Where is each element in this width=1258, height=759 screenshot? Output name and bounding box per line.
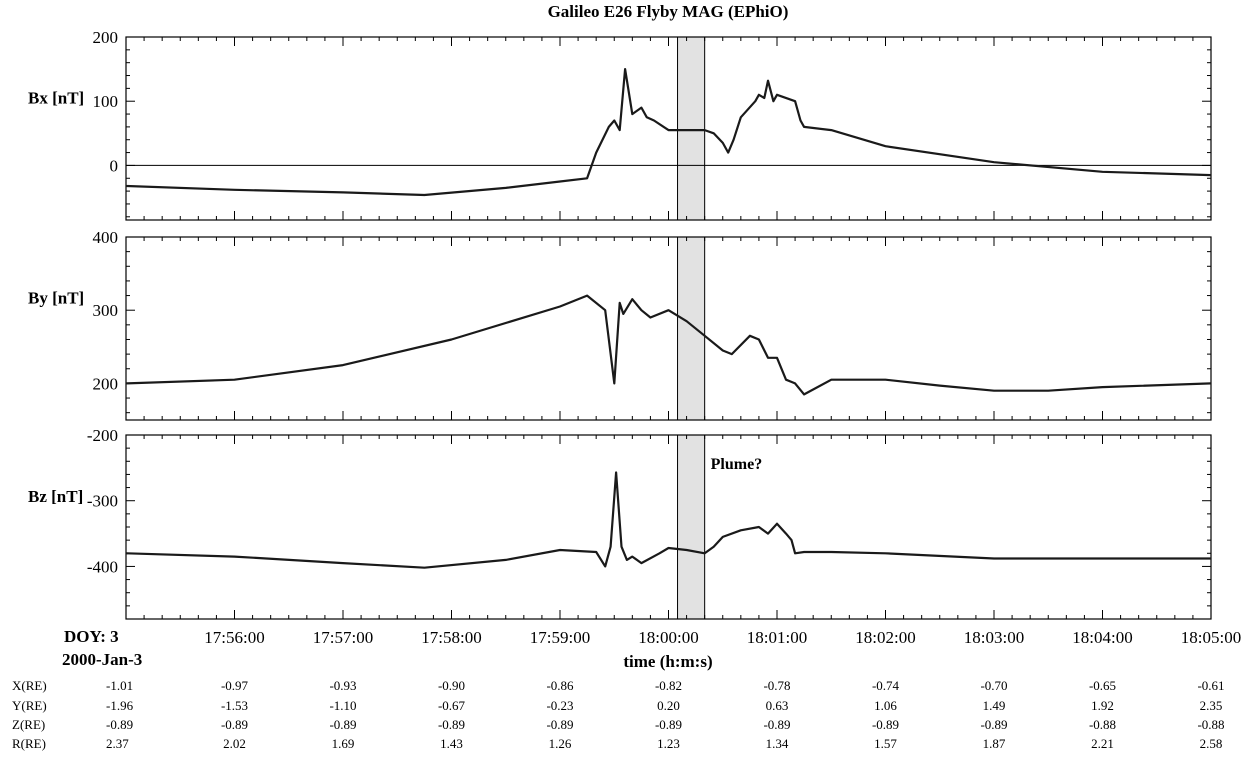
ephemeris-value: -0.67 (438, 698, 466, 713)
ephemeris-value: -0.61 (1197, 678, 1224, 693)
series-line (125, 294, 1212, 396)
date-label: 2000-Jan-3 (62, 650, 142, 669)
ephemeris-value: -0.89 (546, 717, 573, 732)
ephemeris-value: -1.10 (329, 698, 356, 713)
ephemeris-value: -1.01 (106, 678, 133, 693)
ephemeris-value: -0.70 (980, 678, 1007, 693)
series-line (125, 67, 1212, 197)
panel-frame (125, 36, 1212, 221)
ephemeris-value: -0.89 (763, 717, 790, 732)
panel-2: 400 300 200 By [nT] (28, 228, 1212, 421)
ephemeris-value: 1.57 (874, 736, 897, 751)
ephemeris-row-label: R(RE) (12, 736, 46, 751)
ephemeris-value: -0.97 (221, 678, 249, 693)
x-tick-label: 18:05:00 (1181, 628, 1241, 647)
ephemeris-value: -0.89 (329, 717, 356, 732)
x-tick-label: 18:02:00 (855, 628, 915, 647)
chart-title: Galileo E26 Flyby MAG (EPhiO) (548, 2, 789, 21)
ephemeris-value: -0.23 (546, 698, 573, 713)
panel-3: -200 -300 -400 Bz [nT] (28, 426, 1212, 620)
x-tick-label: 18:04:00 (1072, 628, 1132, 647)
ephemeris-value: 1.69 (332, 736, 355, 751)
x-axis-label: time (h:m:s) (623, 652, 712, 671)
doy-label: DOY: 3 (64, 627, 119, 646)
ephemeris-value: -0.86 (546, 678, 574, 693)
ephemeris-row-label: X(RE) (12, 678, 47, 693)
ephemeris-value: 1.87 (983, 736, 1006, 751)
ephemeris-value: 1.26 (549, 736, 572, 751)
ephemeris-value: -0.88 (1089, 717, 1116, 732)
y-tick-label: 200 (93, 374, 119, 393)
shaded-interval (677, 236, 706, 421)
ephemeris-value: 1.06 (874, 698, 897, 713)
y-tick-label: 300 (93, 301, 119, 320)
plume-annotation: Plume? (711, 456, 763, 473)
ephemeris-value: -0.65 (1089, 678, 1116, 693)
ephemeris-value: 2.37 (106, 736, 129, 751)
ephemeris-value: 1.49 (983, 698, 1006, 713)
ephemeris-value: -0.78 (763, 678, 790, 693)
panel-frame (125, 236, 1212, 421)
ephemeris-value: -0.89 (438, 717, 465, 732)
x-tick-label: 18:03:00 (964, 628, 1024, 647)
ephemeris-value: -0.88 (1197, 717, 1224, 732)
ephemeris-row-label: Z(RE) (12, 717, 45, 732)
ephemeris-value: 1.34 (766, 736, 789, 751)
x-tick-label: 17:59:00 (530, 628, 590, 647)
y-tick-label: -300 (87, 492, 118, 511)
x-tick-label: 17:56:00 (204, 628, 264, 647)
y-tick-label: 100 (93, 92, 119, 111)
ephemeris-value: 1.23 (657, 736, 680, 751)
ephemeris-value: 1.43 (440, 736, 463, 751)
ephemeris-value: -0.82 (655, 678, 682, 693)
x-axis: 17:56:00 17:57:00 17:58:00 17:59:00 18:00:00… (204, 628, 1241, 647)
ephemeris-value: -0.89 (872, 717, 899, 732)
y-tick-label: -200 (87, 426, 118, 445)
y-axis-label: Bx [nT] (28, 89, 84, 108)
series-line (125, 471, 1211, 569)
ephemeris-table: X(RE) -1.01 -0.97 -0.93 -0.90 -0.86 -0.82 -0.78… (12, 678, 1225, 751)
ephemeris-value: 2.21 (1091, 736, 1114, 751)
ephemeris-value: 0.63 (766, 698, 789, 713)
x-tick-label: 17:57:00 (313, 628, 373, 647)
ephemeris-value: 2.02 (223, 736, 246, 751)
ephemeris-value: -0.90 (438, 678, 465, 693)
panels: 200 100 0 Bx [nT] 400 300 200 By [nT] -200 -300 -4… (28, 28, 1212, 620)
x-tick-label: 18:00:00 (638, 628, 698, 647)
x-tick-label: 18:01:00 (747, 628, 807, 647)
shaded-interval (677, 434, 706, 620)
ephemeris-value: 2.35 (1200, 698, 1223, 713)
ephemeris-value: -0.89 (106, 717, 133, 732)
ephemeris-value: -0.89 (221, 717, 248, 732)
panel-frame (125, 434, 1212, 620)
ephemeris-value: -1.96 (106, 698, 134, 713)
y-axis-label: By [nT] (28, 289, 84, 308)
y-tick-label: 400 (93, 228, 119, 247)
shaded-interval (677, 36, 706, 221)
ephemeris-value: -0.93 (329, 678, 356, 693)
y-axis-label: Bz [nT] (28, 487, 83, 506)
ephemeris-value: -1.53 (221, 698, 248, 713)
y-tick-label: -400 (87, 557, 118, 576)
ephemeris-value: 2.58 (1200, 736, 1223, 751)
ephemeris-value: -0.89 (980, 717, 1007, 732)
ephemeris-value: -0.89 (655, 717, 682, 732)
ephemeris-row-label: Y(RE) (12, 698, 47, 713)
ephemeris-value: 1.92 (1091, 698, 1114, 713)
ephemeris-value: -0.74 (872, 678, 900, 693)
y-tick-label: 0 (110, 156, 119, 175)
ephemeris-value: 0.20 (657, 698, 680, 713)
x-tick-label: 17:58:00 (421, 628, 481, 647)
panel-1: 200 100 0 Bx [nT] (28, 28, 1212, 221)
y-tick-label: 200 (93, 28, 119, 47)
